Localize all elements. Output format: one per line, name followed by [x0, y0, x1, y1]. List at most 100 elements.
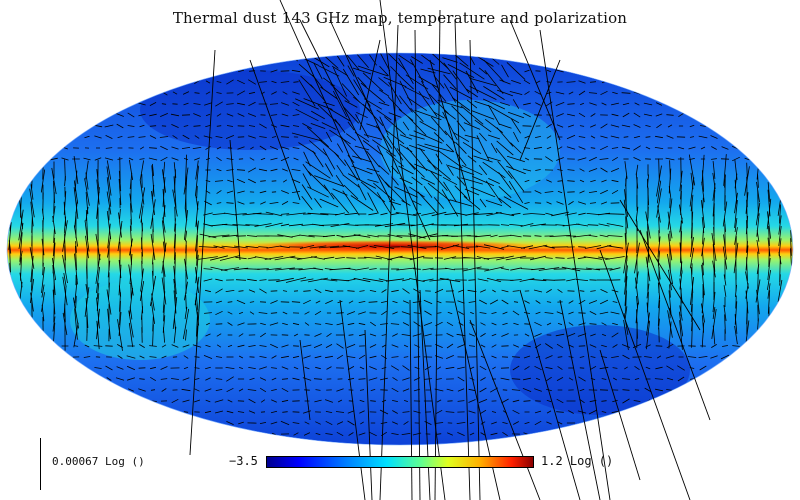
polarization-vector	[285, 277, 307, 283]
polarization-vector	[378, 89, 390, 97]
polarization-vector	[667, 211, 673, 239]
polarization-vector	[734, 325, 738, 345]
polarization-vector	[466, 99, 478, 109]
polarization-vector	[237, 102, 245, 106]
polarization-vector	[254, 223, 272, 227]
polarization-vector	[353, 234, 371, 238]
polarization-vector	[702, 227, 704, 245]
polarization-vector	[115, 377, 125, 381]
polarization-vector	[545, 343, 553, 349]
polarization-vector	[139, 378, 145, 380]
polarization-vector	[755, 202, 761, 226]
polarization-vector	[96, 297, 100, 329]
polarization-vector	[247, 79, 257, 85]
polarization-vector	[9, 243, 11, 273]
polarization-vector	[247, 389, 257, 391]
polarization-vector	[577, 201, 587, 205]
polarization-vector	[544, 191, 554, 193]
polarization-vector	[491, 344, 497, 348]
polarization-vector	[360, 421, 364, 425]
polarization-vector	[478, 165, 488, 175]
polarization-vector	[141, 237, 143, 257]
polarization-vector	[183, 102, 189, 106]
polarization-vector	[545, 212, 553, 216]
polarization-vector	[523, 344, 531, 348]
polarization-vector	[369, 290, 377, 292]
polarization-vector	[346, 344, 356, 348]
polarization-vector	[643, 113, 653, 117]
polarization-vector	[265, 211, 283, 217]
polarization-vector	[756, 239, 760, 255]
polarization-vector	[184, 281, 188, 301]
polarization-vector	[483, 256, 505, 260]
polarization-vector	[342, 245, 360, 249]
polarization-vector	[324, 163, 334, 177]
polarization-vector	[655, 135, 663, 139]
polarization-vector	[324, 399, 334, 403]
polarization-vector	[274, 255, 296, 261]
polarization-vector	[509, 224, 523, 226]
polarization-vector	[160, 156, 168, 162]
polarization-vector	[430, 268, 448, 270]
polarization-vector	[195, 267, 199, 293]
polarization-vector	[523, 79, 531, 85]
polarization-vector	[419, 147, 437, 171]
polarization-vector	[402, 300, 410, 304]
polarization-vector	[590, 124, 596, 128]
polarization-vector	[502, 431, 508, 437]
polarization-vector	[205, 399, 211, 403]
polarization-vector	[647, 223, 649, 249]
polarization-vector	[83, 356, 91, 358]
polarization-vector	[420, 177, 436, 185]
polarization-vector	[271, 355, 277, 359]
polarization-vector	[490, 234, 498, 238]
polarization-vector	[232, 224, 250, 226]
polarization-vector	[442, 111, 458, 141]
polarization-vector	[612, 367, 618, 369]
polarization-vector	[645, 366, 651, 370]
polarization-vector	[392, 410, 398, 414]
polarization-vector	[606, 245, 624, 249]
polarization-vector	[259, 145, 267, 151]
polarization-vector	[346, 268, 356, 270]
polarization-vector	[282, 179, 288, 183]
polarization-vector	[575, 279, 589, 281]
polarization-vector	[321, 122, 337, 130]
polarization-vector	[600, 145, 608, 151]
polarization-vector	[524, 157, 530, 161]
polarization-vector	[174, 218, 176, 232]
polarization-vector	[260, 322, 266, 326]
polarization-vector	[236, 169, 246, 171]
polarization-vector	[237, 201, 245, 205]
polarization-vector	[73, 322, 79, 348]
polarization-vector	[512, 409, 520, 415]
polarization-vector	[623, 242, 629, 274]
polarization-vector	[126, 365, 136, 371]
polarization-vector	[436, 312, 442, 314]
polarization-vector	[193, 125, 201, 127]
polarization-vector	[767, 290, 771, 314]
polarization-vector	[194, 356, 200, 358]
polarization-vector-long	[379, 0, 446, 500]
polarization-vector	[446, 321, 454, 327]
polarization-vector	[173, 278, 177, 304]
polarization-vector	[159, 136, 169, 138]
polarization-vector	[222, 234, 238, 238]
polarization-vector	[600, 289, 608, 293]
polarization-vector	[139, 355, 145, 359]
polarization-vector	[336, 388, 344, 392]
polarization-vector	[647, 206, 649, 222]
polarization-vector	[436, 366, 442, 370]
polarization-vector	[362, 140, 384, 156]
polarization-vector	[75, 245, 77, 271]
polarization-vector	[376, 109, 392, 121]
polarization-vector	[304, 421, 310, 425]
polarization-vector	[332, 90, 348, 118]
polarization-vector	[610, 311, 620, 315]
polarization-vector	[42, 262, 44, 276]
polarization-vector	[314, 175, 344, 187]
polarization-vector	[506, 62, 526, 80]
polarization-vector	[599, 299, 609, 305]
polarization-vector	[490, 106, 520, 124]
polarization-vector	[119, 208, 121, 220]
